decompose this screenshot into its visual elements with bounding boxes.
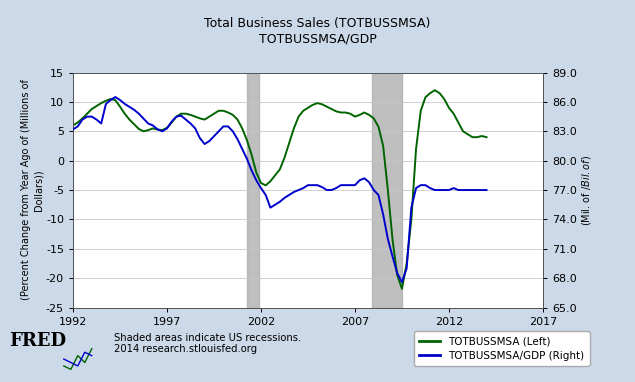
Bar <box>247 73 260 308</box>
Y-axis label: (Percent Change from Year Ago of (Millions of
Dollars)): (Percent Change from Year Ago of (Millio… <box>22 79 43 301</box>
Text: FRED: FRED <box>9 332 66 350</box>
Bar <box>372 73 402 308</box>
Legend: TOTBUSSMSA (Left), TOTBUSSMSA/GDP (Right): TOTBUSSMSA (Left), TOTBUSSMSA/GDP (Right… <box>414 331 589 366</box>
Text: TOTBUSSMSA/GDP: TOTBUSSMSA/GDP <box>258 32 377 45</box>
Y-axis label: (Mil. of $/Bil. of $): (Mil. of $/Bil. of $) <box>580 155 592 225</box>
Text: Shaded areas indicate US recessions.
2014 research.stlouisfed.org: Shaded areas indicate US recessions. 201… <box>114 333 302 354</box>
Text: Total Business Sales (TOTBUSSMSA): Total Business Sales (TOTBUSSMSA) <box>204 17 431 30</box>
